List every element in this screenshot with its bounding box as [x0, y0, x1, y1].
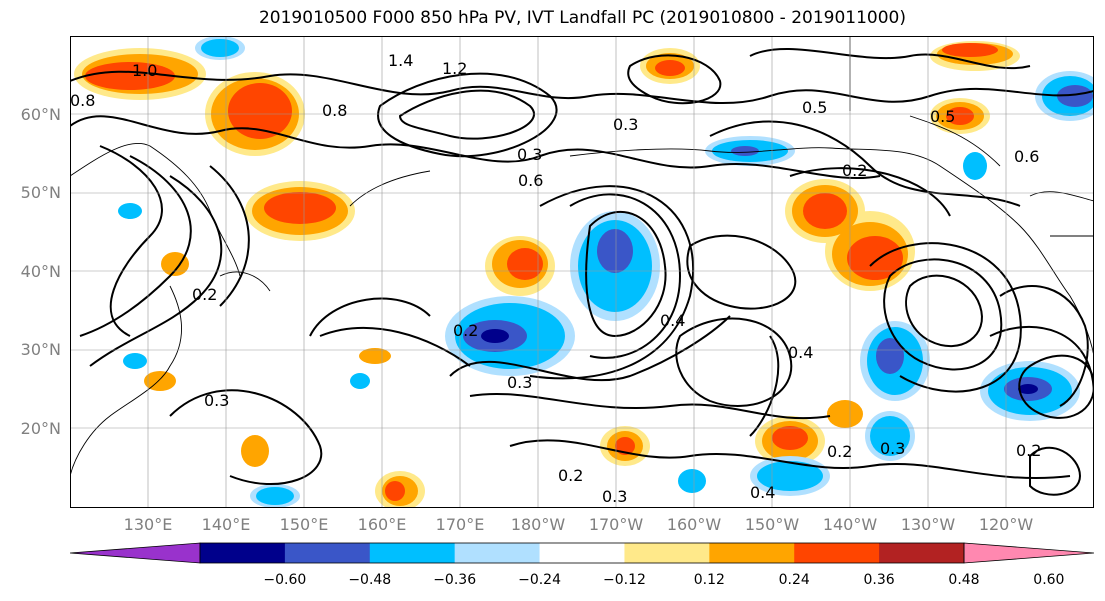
lon-label: 130°W — [900, 515, 956, 534]
coastlines — [70, 36, 1094, 477]
lat-label: 40°N — [20, 262, 61, 281]
colorbar-tick-label: 0.60 — [1033, 572, 1065, 588]
colorbar-segment — [794, 543, 880, 563]
contour-label: 0.3 — [602, 487, 627, 506]
plot-title: 2019010500 F000 850 hPa PV, IVT Landfall… — [258, 8, 906, 28]
contour-label: 0.5 — [930, 107, 955, 126]
colorbar-tick-label: −0.48 — [348, 572, 392, 588]
colorbar-segment — [284, 543, 371, 563]
colorbar-segment — [200, 543, 286, 563]
lon-label: 150°W — [744, 515, 800, 534]
contour-labels: 1.0 1.4 1.2 0.8 0.8 0.5 0.6 0.2 0.3 0.3 … — [70, 51, 1041, 506]
contour-label: 0.8 — [70, 91, 95, 110]
contour-label: 0.4 — [660, 311, 685, 330]
lon-label: 170°W — [588, 515, 644, 534]
colorbar-frame — [199, 542, 965, 564]
colorbar-tick-label: −0.24 — [518, 572, 561, 588]
colorbar-segment — [624, 543, 710, 563]
colorbar-tick-label: 0.36 — [863, 572, 895, 588]
lon-label: 140°W — [822, 515, 878, 534]
colorbar-tick-label: 0.48 — [948, 572, 980, 588]
colorbar-segment — [369, 543, 456, 563]
colorbar-tick-label: −0.60 — [263, 572, 307, 588]
contour-label: 0.2 — [192, 285, 217, 304]
contour-label: 1.2 — [442, 59, 467, 78]
lon-label: 180°W — [510, 515, 566, 534]
lon-label: 160°E — [357, 515, 407, 534]
lat-label: 50°N — [20, 183, 61, 202]
contour-label: 0.2 — [827, 442, 852, 461]
colorbar-tick-label: 0.24 — [778, 572, 810, 588]
contour-label: 0.3 — [613, 115, 638, 134]
map-plot: 1.0 1.4 1.2 0.8 0.8 0.5 0.6 0.2 0.3 0.3 … — [70, 36, 1094, 508]
colorbar-segment — [539, 543, 625, 563]
contour-label: 0.5 — [802, 98, 827, 117]
contour-label: 0.3 — [204, 391, 229, 410]
contour-label: 0.3 — [507, 373, 532, 392]
lat-lon-grid — [70, 36, 1094, 508]
contour-label: 1.4 — [388, 51, 413, 70]
contour-label: 0.8 — [322, 101, 347, 120]
map-frame — [70, 36, 1094, 508]
lon-label: 160°W — [666, 515, 722, 534]
colorbar-tick-label: −0.36 — [433, 572, 477, 588]
contour-label: 0.2 — [842, 161, 867, 180]
lat-label: 60°N — [20, 105, 61, 124]
contour-label: 0.3 — [880, 439, 905, 458]
colorbar-segment — [709, 543, 795, 563]
contour-label: 0.3 — [517, 145, 542, 164]
colorbar — [70, 542, 1094, 564]
contour-label: 0.2 — [558, 466, 583, 485]
lon-label: 120°W — [978, 515, 1034, 534]
contour-label: 0.6 — [518, 171, 543, 190]
pv-contours — [70, 48, 1094, 496]
contour-label: 1.0 — [132, 61, 157, 80]
colorbar-tick-label: −0.12 — [602, 572, 646, 588]
colorbar-tick-label: 0.12 — [693, 572, 725, 588]
contour-label: 0.6 — [1014, 147, 1039, 166]
contour-label: 0.4 — [750, 483, 775, 502]
lon-label: 140°E — [201, 515, 251, 534]
contour-label: 0.2 — [1016, 441, 1041, 460]
lat-label: 30°N — [20, 340, 61, 359]
colorbar-segment — [879, 543, 965, 563]
colorbar-extend-low — [70, 542, 201, 564]
contour-label: 0.4 — [788, 343, 813, 362]
lon-label: 130°E — [123, 515, 173, 534]
lon-label: 150°E — [279, 515, 329, 534]
lon-label: 170°E — [435, 515, 485, 534]
colorbar-segment — [454, 543, 541, 563]
contour-label: 0.2 — [453, 321, 478, 340]
colorbar-extend-high — [963, 542, 1094, 564]
lat-label: 20°N — [20, 419, 61, 438]
